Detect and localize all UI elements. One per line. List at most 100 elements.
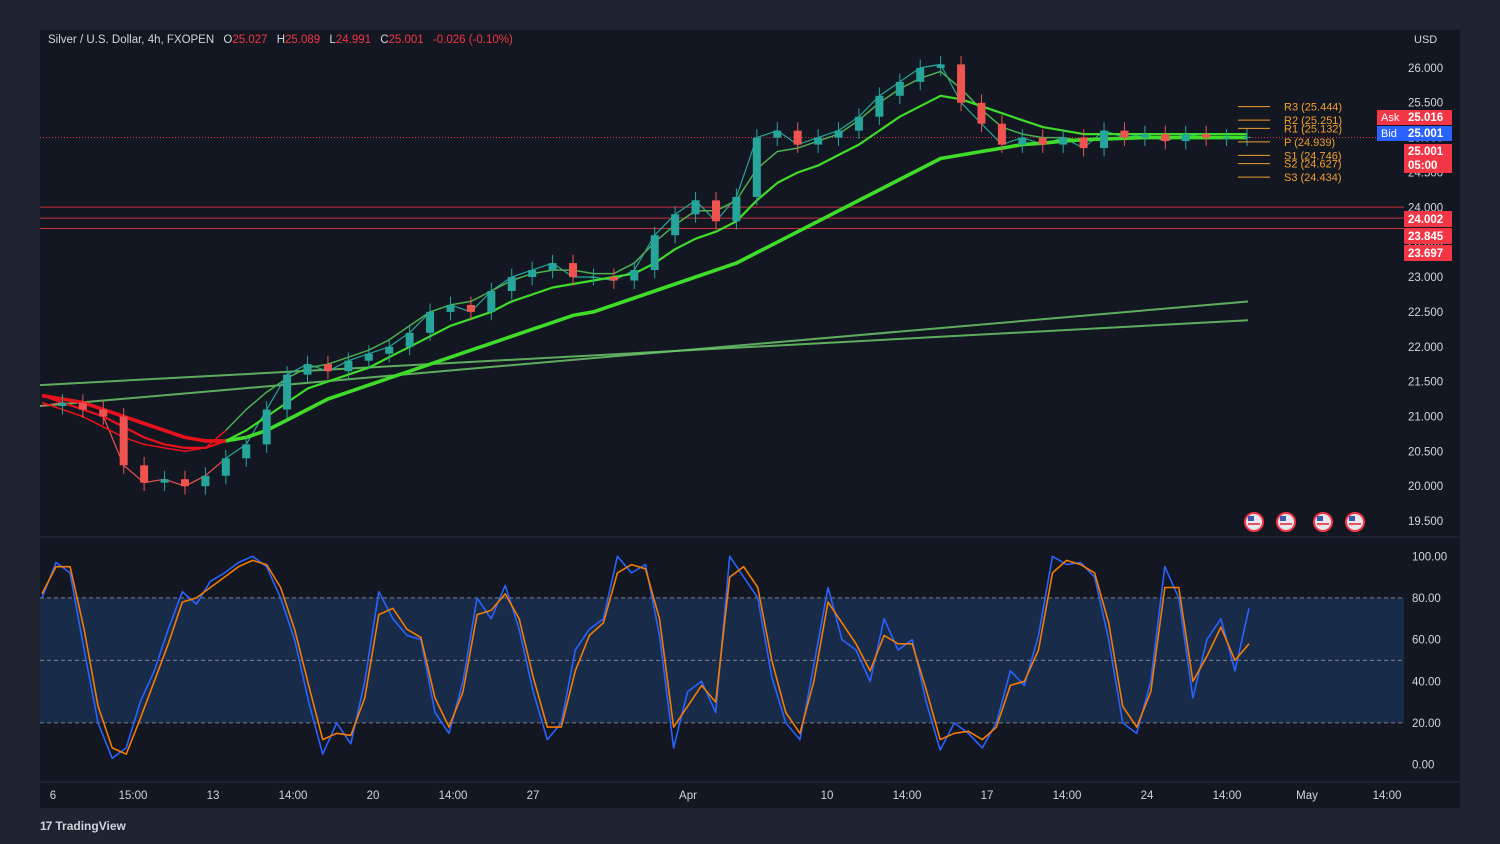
slow-ma-line-red bbox=[41, 393, 226, 443]
candle-body bbox=[1059, 137, 1068, 145]
candle-body bbox=[201, 475, 210, 487]
flag-circle bbox=[1345, 512, 1365, 532]
low-label: L bbox=[329, 34, 336, 46]
us-flag-icon bbox=[1345, 512, 1365, 532]
candle-body bbox=[405, 332, 414, 347]
stoch-y-tick-label: 0.00 bbox=[1412, 760, 1434, 772]
price-marker-label: Bid bbox=[1381, 128, 1397, 140]
stoch-y-tick-label: 40.00 bbox=[1412, 676, 1441, 688]
x-tick-label: 14:00 bbox=[1213, 790, 1242, 802]
candle-body bbox=[262, 409, 271, 445]
close-label: C bbox=[380, 34, 389, 46]
flag-circle bbox=[1276, 512, 1296, 532]
candle-body bbox=[1079, 137, 1088, 149]
candle-body bbox=[160, 479, 169, 483]
candle-body bbox=[528, 270, 537, 278]
price-marker-tag bbox=[1377, 110, 1405, 125]
y-tick-label: 26.000 bbox=[1408, 63, 1443, 75]
x-tick-label: 6 bbox=[50, 790, 56, 802]
x-tick-label: 15:00 bbox=[119, 790, 148, 802]
level-price-label: 23.697 bbox=[1408, 248, 1443, 260]
y-tick-label: 23.000 bbox=[1408, 272, 1443, 284]
candle-body bbox=[957, 64, 966, 103]
price-marker-value: 25.016 bbox=[1408, 112, 1443, 124]
x-tick-label: 24 bbox=[1141, 790, 1154, 802]
level-price-label: 23.845 bbox=[1408, 231, 1444, 243]
candle-body bbox=[936, 64, 945, 68]
candle-body bbox=[854, 116, 863, 131]
change-value: -0.026 (-0.10%) bbox=[432, 34, 513, 46]
pivot-label: R3 (25.444) bbox=[1284, 102, 1342, 114]
price-marker-box bbox=[1404, 158, 1452, 173]
price-marker-value: 25.001 bbox=[1408, 128, 1444, 140]
candle-body bbox=[426, 311, 435, 333]
chart-frame: 26.00025.50025.00024.50024.00023.50023.0… bbox=[40, 30, 1460, 808]
x-tick-label: 10 bbox=[821, 790, 834, 802]
candle-body bbox=[1181, 134, 1190, 142]
level-price-tag bbox=[1404, 245, 1452, 261]
tv-logo-icon: 17 bbox=[40, 819, 52, 833]
price-marker-box bbox=[1404, 110, 1452, 125]
stoch-y-tick-label: 20.00 bbox=[1412, 718, 1441, 730]
level-price-label: 24.002 bbox=[1408, 214, 1443, 226]
chart-canvas[interactable]: 26.00025.50025.00024.50024.00023.50023.0… bbox=[40, 30, 1460, 808]
candle-body bbox=[283, 374, 292, 410]
stoch-y-tick-label: 60.00 bbox=[1412, 635, 1441, 647]
candle-body bbox=[711, 200, 720, 222]
us-flag-icon bbox=[1276, 512, 1296, 532]
candle-body bbox=[1140, 134, 1149, 138]
fast-ma-line-red bbox=[41, 401, 227, 453]
candle-body bbox=[1222, 137, 1231, 139]
price-marker-tag bbox=[1377, 126, 1405, 141]
high-label: H bbox=[276, 34, 286, 46]
x-tick-label: May bbox=[1296, 790, 1318, 802]
candle-body bbox=[997, 123, 1006, 145]
candle-body bbox=[916, 67, 925, 82]
tradingview-logo[interactable]: 17 TradingView bbox=[40, 819, 126, 833]
y-tick-label: 20.500 bbox=[1408, 446, 1443, 458]
y-tick-label: 22.000 bbox=[1408, 342, 1443, 354]
candle-body bbox=[548, 263, 557, 271]
price-marker-box bbox=[1404, 126, 1452, 141]
candle-body bbox=[507, 277, 516, 291]
x-tick-label: 27 bbox=[527, 790, 540, 802]
stoch-y-tick-label: 80.00 bbox=[1412, 593, 1441, 605]
level-price-tag bbox=[1404, 228, 1452, 244]
candle-body bbox=[78, 402, 87, 410]
stoch-y-tick-label: 100.00 bbox=[1412, 551, 1447, 563]
stoch-d-line bbox=[41, 559, 1250, 755]
candle-body bbox=[1120, 130, 1129, 138]
candle-body bbox=[875, 95, 884, 117]
us-flag-icon bbox=[1244, 512, 1264, 532]
flag-circle bbox=[1244, 512, 1264, 532]
candle-body bbox=[140, 465, 149, 483]
pivot-label: S1 (24.746) bbox=[1284, 150, 1341, 162]
x-tick-label: 20 bbox=[367, 790, 380, 802]
us-flag-icon bbox=[1313, 512, 1333, 532]
candle-body bbox=[446, 304, 455, 312]
candle-body bbox=[323, 364, 332, 372]
y-tick-label: 19.500 bbox=[1408, 516, 1443, 528]
x-tick-label: 14:00 bbox=[279, 790, 308, 802]
candle-body bbox=[793, 130, 802, 145]
price-marker-value: 05:00 bbox=[1408, 160, 1437, 172]
pivot-label: S2 (24.627) bbox=[1284, 159, 1341, 171]
brand-label: TradingView bbox=[55, 819, 126, 833]
candle-body bbox=[650, 235, 659, 271]
candle-body bbox=[589, 277, 598, 279]
pivot-label: P (24.939) bbox=[1284, 137, 1335, 149]
candle-body bbox=[1202, 134, 1211, 138]
high-value: 25.089 bbox=[285, 34, 321, 46]
candle-body bbox=[1038, 137, 1047, 145]
flag-canton bbox=[1248, 516, 1254, 521]
price-marker-label: Ask bbox=[1381, 112, 1400, 124]
candle-body bbox=[834, 130, 843, 138]
open-label: O bbox=[223, 34, 233, 46]
candle-body bbox=[180, 479, 189, 487]
x-tick-label: 14:00 bbox=[893, 790, 922, 802]
y-tick-label: 21.500 bbox=[1408, 377, 1443, 389]
pivot-label: S3 (24.434) bbox=[1284, 172, 1341, 184]
candle-body bbox=[99, 409, 108, 417]
candle-body bbox=[691, 200, 700, 215]
flag-canton bbox=[1349, 516, 1355, 521]
